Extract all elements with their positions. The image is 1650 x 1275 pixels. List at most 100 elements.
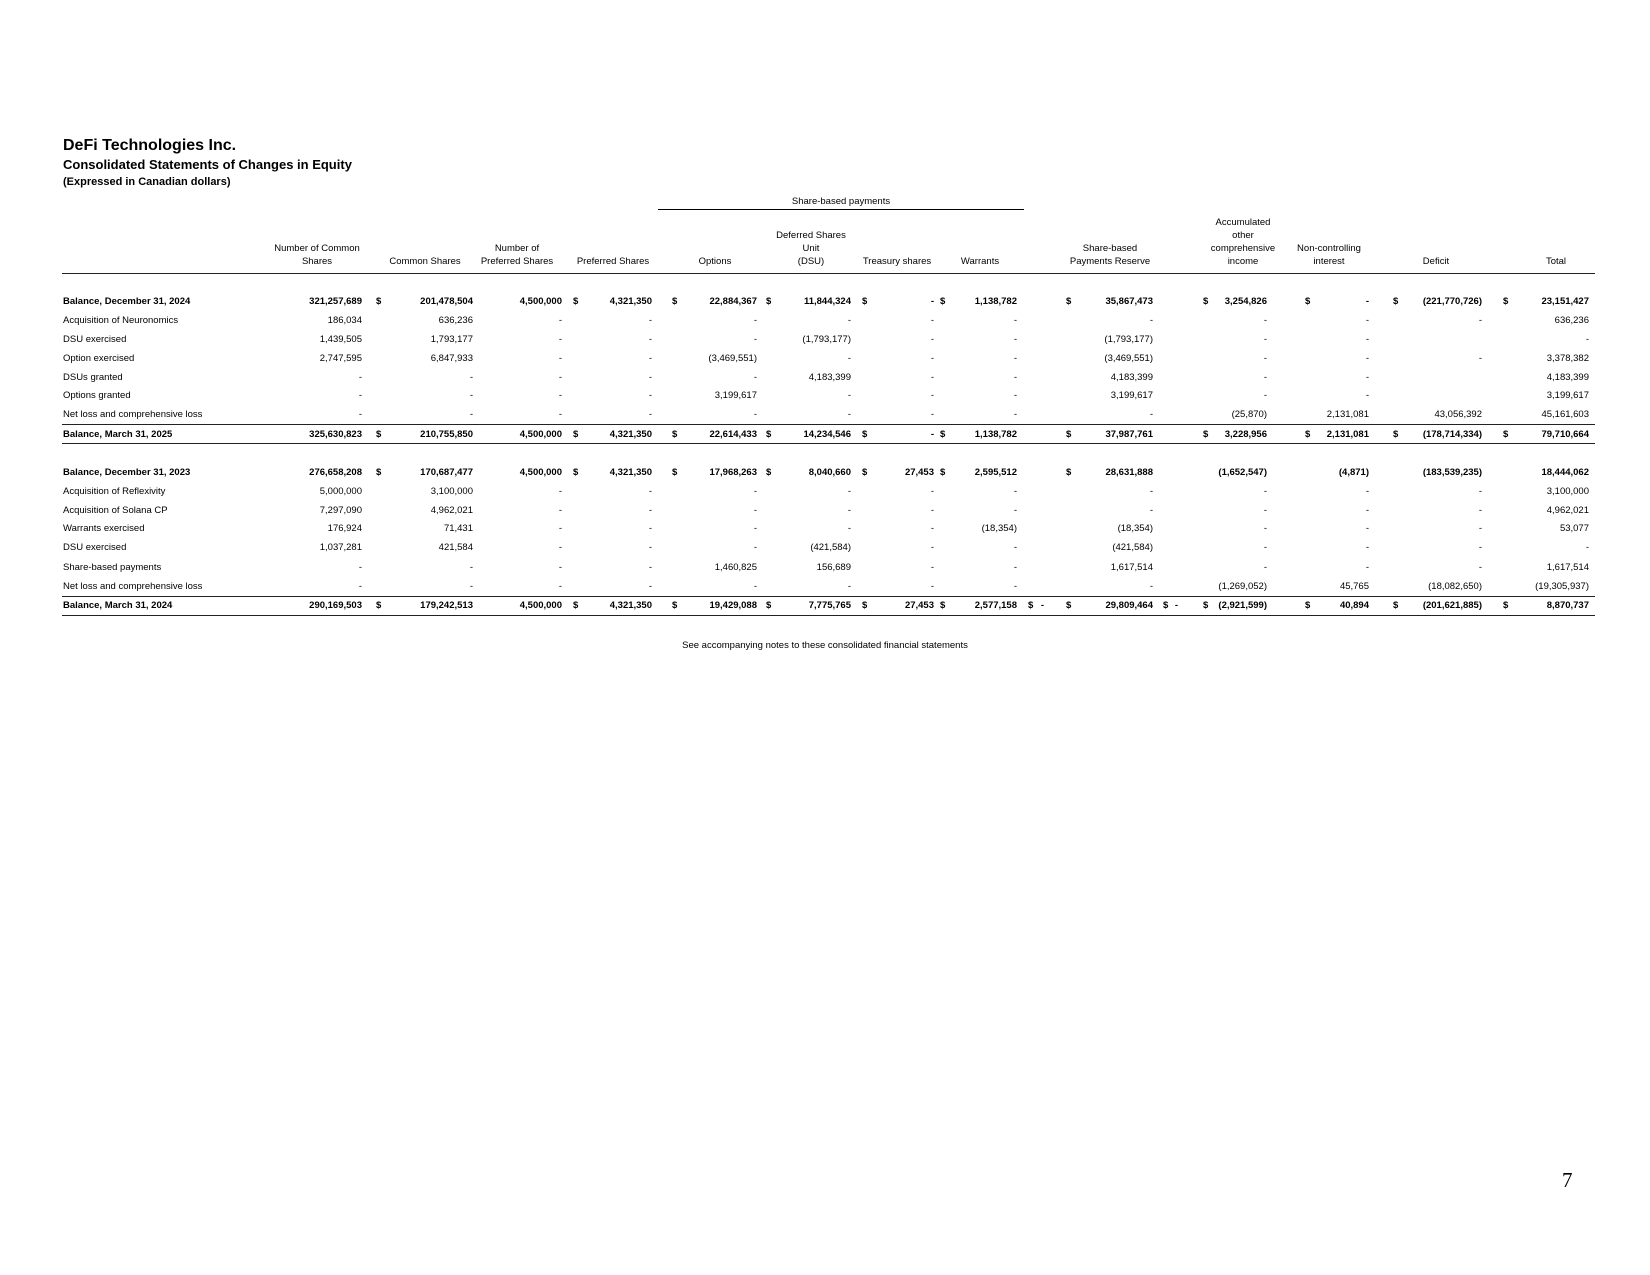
currency-symbol: $ <box>1503 296 1509 307</box>
cell-nci: 2,131,081 <box>1326 429 1369 440</box>
cell-sbpr: 35,867,473 <box>1105 296 1153 307</box>
cell-nci: - <box>1365 562 1369 573</box>
cell-treasury: - <box>930 562 934 573</box>
cell-options: - <box>753 334 757 345</box>
cell-nci: (4,871) <box>1338 467 1369 478</box>
cell-common: 210,755,850 <box>420 429 473 440</box>
cell-options: 22,884,367 <box>709 296 757 307</box>
row-label: Option exercised <box>63 353 135 364</box>
cell-pref: - <box>648 523 652 534</box>
cell-total: 4,962,021 <box>1546 505 1589 516</box>
cell-sbpr: - <box>1149 505 1153 516</box>
cell-total: (19,305,937) <box>1535 581 1589 592</box>
currency-symbol: $ <box>1066 296 1072 307</box>
cell-aoci: - <box>1263 486 1267 497</box>
cell-common: - <box>469 390 473 401</box>
cell-npref: - <box>558 409 562 420</box>
cell-npref: - <box>558 542 562 553</box>
currency-symbol: $ <box>862 467 868 478</box>
cell-npref: - <box>558 486 562 497</box>
cell-aoci: - <box>1263 315 1267 326</box>
cell-pref: - <box>648 581 652 592</box>
cell-deficit: - <box>1478 353 1482 364</box>
cell-pref: - <box>648 505 652 516</box>
column-header-dsu: Deferred Shares Unit (DSU) <box>776 230 846 267</box>
table-row: DSUs granted - - - - - 4,183,399 - - 4,183,399 - - 4… <box>0 372 1650 388</box>
cell-pref: - <box>648 486 652 497</box>
cell-total: 23,151,427 <box>1541 296 1589 307</box>
cell-npref: - <box>558 581 562 592</box>
cell-ncommon: 186,034 <box>327 315 362 326</box>
cell-treasury: - <box>930 486 934 497</box>
cell-warrants: (18,354) <box>981 523 1017 534</box>
cell-ncommon: - <box>358 562 362 573</box>
cell-dsu: - <box>847 315 851 326</box>
currency-symbol: $ <box>862 296 868 307</box>
currency-symbol: $ <box>1203 296 1209 307</box>
cell-sbpr: 1,617,514 <box>1110 562 1153 573</box>
cell-total: 636,236 <box>1554 315 1589 326</box>
row-label: Acquisition of Neuronomics <box>63 315 179 326</box>
footnote: See accompanying notes to these consolid… <box>682 640 968 651</box>
currency-symbol: $ <box>1503 600 1509 611</box>
cell-ncommon: 325,630,823 <box>309 429 362 440</box>
statement-title: Consolidated Statements of Changes in Eq… <box>63 157 352 172</box>
cell-npref: 4,500,000 <box>519 600 562 611</box>
cell-deficit: (183,539,235) <box>1422 467 1482 478</box>
currency-symbol: $ <box>862 429 868 440</box>
cell-npref: - <box>558 505 562 516</box>
cell-pref: - <box>648 542 652 553</box>
cell-nci: - <box>1365 296 1369 307</box>
cell-pref: 4,321,350 <box>609 429 652 440</box>
table-row: Net loss and comprehensive loss - - - - - - - - -… <box>0 581 1650 597</box>
currency-symbol: $ <box>940 296 946 307</box>
cell-sbpr: - <box>1149 315 1153 326</box>
cell-warrants: - <box>1013 505 1017 516</box>
cell-options: - <box>753 372 757 383</box>
cell-total: 8,870,737 <box>1546 600 1589 611</box>
cell-nci: 40,894 <box>1339 600 1369 611</box>
currency-symbol: $ <box>672 600 678 611</box>
table-row: Acquisition of Reflexivity 5,000,000 3,100… <box>0 486 1650 502</box>
cell-dsu: 14,234,546 <box>803 429 851 440</box>
currency-symbol: $ <box>1163 600 1169 611</box>
cell-npref: - <box>558 390 562 401</box>
row-label: Balance, March 31, 2024 <box>63 600 173 611</box>
cell-deficit: 43,056,392 <box>1434 409 1482 420</box>
cell-warrants: 2,595,512 <box>974 467 1017 478</box>
cell-dsu: - <box>847 505 851 516</box>
cell-nci: - <box>1365 353 1369 364</box>
cell-treasury: - <box>930 542 934 553</box>
cell-treasury: - <box>930 296 934 307</box>
cell-warrants: 2,577,158 <box>974 600 1017 611</box>
cell-common: 170,687,477 <box>420 467 473 478</box>
cell-warrants: 1,138,782 <box>974 296 1017 307</box>
currency-symbol: $ <box>1393 429 1399 440</box>
cell-total: 3,378,382 <box>1546 353 1589 364</box>
cell-options: 1,460,825 <box>714 562 757 573</box>
cell-common: 1,793,177 <box>430 334 473 345</box>
cell-warrants: - <box>1013 581 1017 592</box>
cell-ncommon: - <box>358 581 362 592</box>
cell-ncommon: 176,924 <box>327 523 362 534</box>
cell-nci: - <box>1365 486 1369 497</box>
rule-line <box>62 615 1595 616</box>
table-row: Option exercised 2,747,595 6,847,933 - - (3,4… <box>0 353 1650 369</box>
cell-ncommon: 1,037,281 <box>319 542 362 553</box>
row-label: DSU exercised <box>63 334 127 345</box>
currency-symbol: $ <box>1393 296 1399 307</box>
cell-nci: - <box>1365 315 1369 326</box>
cell-npref: - <box>558 334 562 345</box>
row-label: DSU exercised <box>63 542 127 553</box>
cell-warrants: - <box>1013 334 1017 345</box>
cell-options: (3,469,551) <box>708 353 757 364</box>
rule-line <box>62 596 1595 597</box>
cell-ncommon: - <box>358 372 362 383</box>
cell-npref: - <box>558 315 562 326</box>
cell-aoci: (1,269,052) <box>1218 581 1267 592</box>
cell-pref: - <box>648 372 652 383</box>
cell-treasury: - <box>930 409 934 420</box>
currency-symbol: $ <box>1305 600 1311 611</box>
cell-warrants: - <box>1013 353 1017 364</box>
cell-treasury: - <box>930 353 934 364</box>
